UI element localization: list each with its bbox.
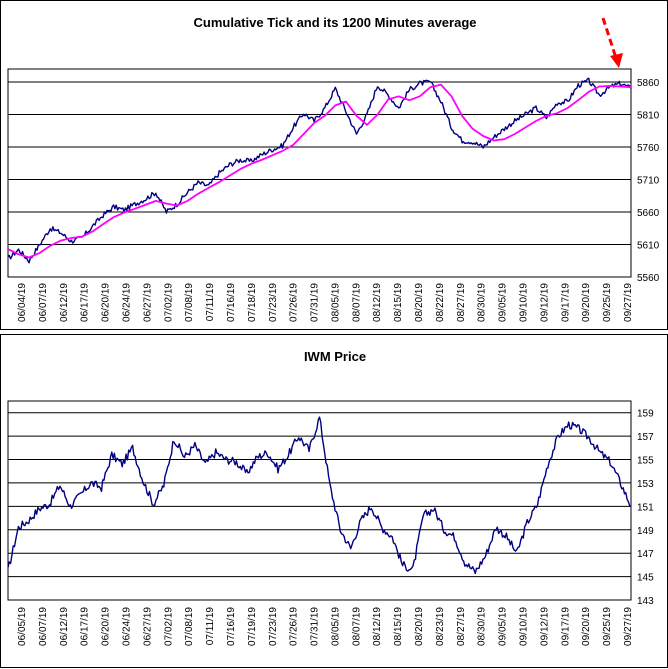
x-tick-label: 08/15/19 [393, 283, 404, 322]
x-tick-label: 06/20/19 [101, 283, 112, 322]
series-group [7, 77, 632, 264]
y-tick-label: 5760 [637, 143, 660, 154]
annotation-arrow [601, 17, 623, 68]
series-line [7, 416, 632, 575]
x-tick-label: 06/07/19 [38, 607, 49, 646]
x-tick-label: 08/27/19 [456, 607, 467, 646]
series-line [7, 77, 632, 264]
x-tick-label: 07/23/19 [268, 283, 279, 322]
x-tick-label: 07/26/19 [289, 283, 300, 322]
x-tick-label: 08/07/19 [351, 607, 362, 646]
x-tick-label: 09/25/19 [602, 283, 613, 322]
y-tick-label: 151 [637, 502, 654, 513]
average-line [7, 83, 632, 259]
x-tick-label: 07/02/19 [163, 607, 174, 646]
y-tick-label: 5860 [637, 78, 660, 89]
x-tick-label: 07/08/19 [184, 607, 195, 646]
y-tick-label: 159 [637, 409, 654, 420]
plot-area [7, 68, 632, 278]
y-tick-label: 147 [637, 549, 654, 560]
x-tick-label: 06/17/19 [80, 607, 91, 646]
y-tick-label: 5660 [637, 208, 660, 219]
iwm-price-chart: IWM Price 159 157 155 153 151 149 147 145 143 06… [7, 349, 654, 646]
x-tick-label: 09/27/19 [623, 607, 634, 646]
y-axis: 5860 5810 5760 5710 5660 5610 5560 [637, 78, 660, 284]
x-tick-label: 07/18/19 [247, 283, 258, 322]
x-tick-label: 09/20/19 [581, 283, 592, 322]
series-group [7, 416, 632, 575]
x-tick-label: 09/17/19 [560, 283, 571, 322]
x-tick-label: 08/20/19 [414, 607, 425, 646]
y-tick-label: 157 [637, 432, 654, 443]
x-tick-label: 07/31/19 [310, 283, 321, 322]
grid-lines [8, 412, 631, 601]
x-tick-label: 08/12/19 [372, 283, 383, 322]
x-tick-label: 06/27/19 [142, 607, 153, 646]
x-tick-label: 07/19/19 [247, 607, 258, 646]
x-tick-label: 06/05/19 [17, 607, 28, 646]
x-tick-label: 08/05/19 [330, 283, 341, 322]
x-tick-label: 06/12/19 [59, 607, 70, 646]
x-tick-label: 09/27/19 [623, 283, 634, 322]
y-tick-label: 5560 [637, 273, 660, 284]
x-tick-label: 07/16/19 [226, 607, 237, 646]
x-tick-label: 09/05/19 [498, 283, 509, 322]
x-tick-label: 07/16/19 [226, 283, 237, 322]
x-tick-label: 06/04/19 [17, 283, 28, 322]
y-tick-label: 153 [637, 479, 654, 490]
x-tick-label: 06/24/19 [122, 283, 133, 322]
x-tick-label: 08/07/19 [351, 283, 362, 322]
x-tick-label: 07/26/19 [289, 607, 300, 646]
x-tick-label: 08/15/19 [393, 607, 404, 646]
x-tick-label: 06/27/19 [142, 283, 153, 322]
iwm-price-chart-panel: IWM Price 159 157 155 153 151 149 147 145 143 06… [0, 334, 668, 668]
y-axis: 159 157 155 153 151 149 147 145 143 [637, 409, 654, 607]
x-tick-label: 08/30/19 [477, 283, 488, 322]
x-tick-label: 08/22/19 [435, 283, 446, 322]
y-tick-label: 5810 [637, 111, 660, 122]
x-tick-label: 08/23/19 [435, 607, 446, 646]
x-tick-label: 06/17/19 [80, 283, 91, 322]
x-tick-label: 09/12/19 [539, 607, 550, 646]
x-tick-label: 09/10/19 [519, 283, 530, 322]
x-tick-label: 06/07/19 [38, 283, 49, 322]
x-tick-label: 07/11/19 [205, 283, 216, 322]
x-tick-label: 07/08/19 [184, 283, 195, 322]
plot-area [7, 400, 632, 601]
y-tick-label: 145 [637, 573, 654, 584]
x-tick-label: 09/20/19 [581, 607, 592, 646]
x-tick-label: 09/10/19 [519, 607, 530, 646]
x-tick-label: 09/12/19 [539, 283, 550, 322]
x-tick-label: 08/20/19 [414, 283, 425, 322]
chart-title: IWM Price [304, 349, 366, 364]
x-tick-label: 08/05/19 [330, 607, 341, 646]
x-tick-label: 06/24/19 [122, 607, 133, 646]
x-tick-label: 07/11/19 [205, 607, 216, 646]
x-tick-label: 07/31/19 [310, 607, 321, 646]
y-tick-label: 5710 [637, 176, 660, 187]
x-axis: 06/04/19 06/07/19 06/12/19 06/17/19 06/20/19… [17, 283, 634, 322]
x-tick-label: 07/02/19 [163, 283, 174, 322]
y-tick-label: 5610 [637, 241, 660, 252]
x-tick-label: 06/12/19 [59, 283, 70, 322]
y-tick-label: 143 [637, 596, 654, 607]
x-tick-label: 09/17/19 [560, 607, 571, 646]
x-tick-label: 09/25/19 [602, 607, 613, 646]
chart-title: Cumulative Tick and its 1200 Minutes ave… [194, 15, 477, 30]
cumulative-tick-chart-panel: Cumulative Tick and its 1200 Minutes ave… [0, 0, 668, 330]
x-tick-label: 08/27/19 [456, 283, 467, 322]
x-tick-label: 08/12/19 [372, 607, 383, 646]
x-tick-label: 06/20/19 [101, 607, 112, 646]
x-tick-label: 08/30/19 [477, 607, 488, 646]
cumulative-tick-chart: Cumulative Tick and its 1200 Minutes ave… [7, 15, 660, 322]
y-tick-label: 149 [637, 526, 654, 537]
x-axis: 06/05/19 06/07/19 06/12/19 06/17/19 06/20/19… [17, 607, 634, 646]
x-tick-label: 07/23/19 [268, 607, 279, 646]
grid-lines [8, 81, 631, 278]
x-tick-label: 09/05/19 [498, 607, 509, 646]
y-tick-label: 155 [637, 456, 654, 467]
